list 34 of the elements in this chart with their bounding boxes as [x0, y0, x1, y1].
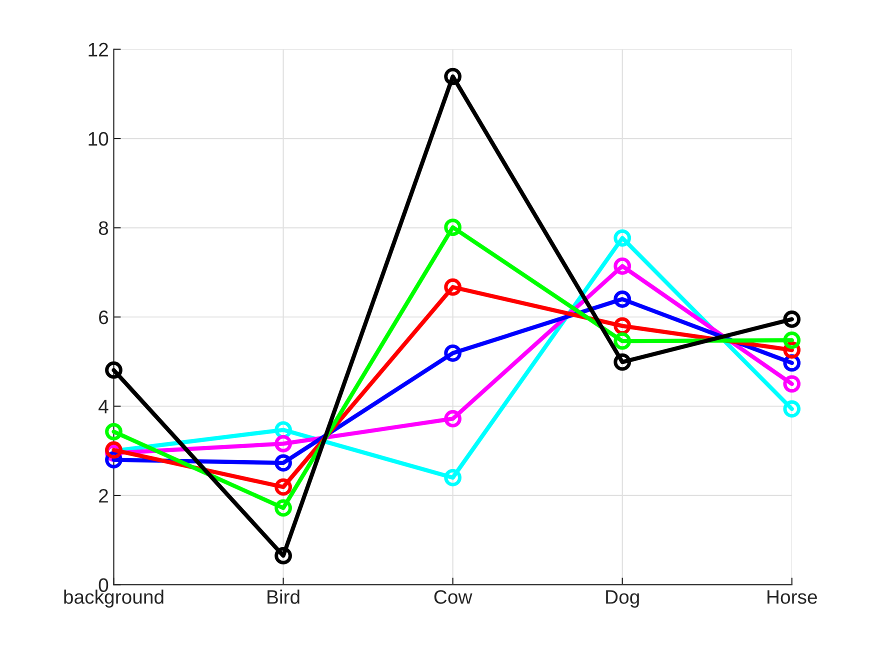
- point: [614, 229, 632, 247]
- x-tick-label: Bird: [268, 590, 300, 604]
- point: [444, 344, 462, 362]
- point: [274, 435, 292, 452]
- point: [614, 257, 632, 275]
- point: [444, 218, 462, 236]
- point: [783, 375, 801, 393]
- point: [614, 353, 632, 371]
- point: [274, 499, 292, 517]
- y-tick-label: 8: [98, 221, 108, 235]
- point: [444, 278, 462, 296]
- point: [614, 290, 632, 308]
- y-tick-label: 6: [99, 310, 108, 324]
- point: [444, 468, 462, 486]
- point: [444, 410, 462, 428]
- point: [783, 400, 801, 418]
- point: [444, 68, 462, 86]
- y-tick-label: 12: [88, 42, 108, 56]
- y-tick-label: 4: [98, 400, 108, 414]
- x-tick-label: Cow: [434, 590, 472, 604]
- point: [105, 361, 122, 379]
- point: [274, 454, 292, 472]
- point: [783, 310, 801, 328]
- y-tick-label: 0: [98, 578, 108, 592]
- y-tick-label: 2: [99, 488, 108, 503]
- x-tick-label: Dog: [606, 590, 639, 608]
- x-tick-label: Horse: [768, 590, 817, 604]
- point: [614, 332, 632, 350]
- point: [105, 423, 122, 440]
- point: [783, 332, 801, 349]
- y-tick-label: 10: [88, 132, 108, 146]
- point: [274, 478, 292, 496]
- x-tick-label: background: [64, 590, 164, 608]
- point: [274, 547, 292, 564]
